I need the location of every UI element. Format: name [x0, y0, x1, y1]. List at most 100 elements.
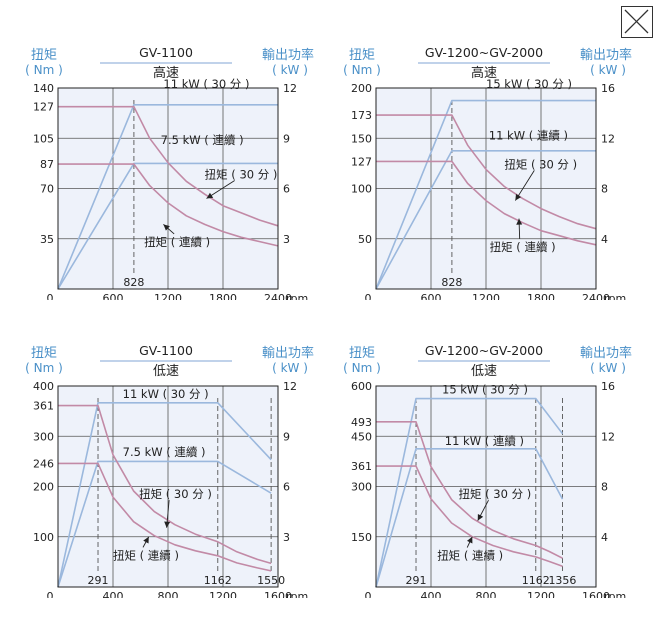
torque-axis-unit: ( Nm ) [25, 361, 63, 375]
y-tick-label: 300 [351, 481, 372, 494]
y-tick-label: 361 [33, 400, 54, 413]
torque-series-line [376, 465, 563, 567]
y2-tick-label: 8 [601, 481, 608, 494]
label-arrow-head [164, 521, 171, 528]
series-label: 7.5 kW ( 連續 ) [161, 133, 244, 147]
x-tick-label: 400 [421, 590, 442, 598]
torque-series-line [58, 404, 272, 565]
chart-model-title: GV-1100 [139, 45, 193, 60]
chart-panel-gv1100-low: 291 1162 1550 400 361 300 246 200 100 12 9 6 3 0 400 80… [0, 298, 330, 603]
plot-frame [375, 87, 597, 290]
y-tick-label: 105 [33, 132, 54, 145]
dashed-marker-label: 828 [123, 276, 144, 289]
chart-model-title: GV-1100 [139, 343, 193, 358]
series-label: 11 kW ( 30 分 ) [123, 387, 209, 401]
dashed-marker-label: 1162 [522, 574, 550, 587]
power-axis-title: 輸出功率 [580, 345, 632, 361]
series-label: 11 kW ( 連續 ) [489, 128, 568, 142]
y2-tick-label: 6 [283, 481, 290, 494]
torque-axis-title: 扭矩 [349, 346, 375, 361]
torque-series-line [376, 421, 563, 559]
close-button[interactable] [621, 6, 653, 38]
y-tick-label: 150 [351, 531, 372, 544]
power-axis-title: 輸出功率 [262, 345, 314, 361]
y2-tick-label: 16 [601, 380, 615, 393]
power-series-line [375, 150, 596, 290]
y-tick-label: 493 [351, 416, 372, 429]
y2-tick-label: 16 [601, 82, 615, 95]
y-tick-label: 173 [351, 109, 372, 122]
power-axis-unit: ( kW ) [590, 361, 626, 375]
chart-model-title: GV-1200~GV-2000 [425, 343, 543, 358]
series-label: 扭矩 ( 30 分 ) [504, 157, 577, 171]
series-label: 扭矩 ( 連續 ) [490, 240, 556, 254]
y-tick-label: 87 [40, 158, 54, 171]
y-tick-label: 361 [351, 460, 372, 473]
torque-axis-title: 扭矩 [349, 48, 375, 63]
series-label: 11 kW ( 連續 ) [445, 434, 524, 448]
series-label: 11 kW ( 30 分 ) [163, 77, 249, 91]
y2-tick-label: 3 [283, 233, 290, 246]
x-tick-label: 1200 [527, 590, 555, 598]
power-axis-title: 輸出功率 [580, 47, 632, 63]
chart-panel-gv1100-high: 828 140 127 105 87 70 35 12 9 6 3 0 600 1200 1800 2400 r… [0, 0, 330, 305]
label-arrow-head [516, 218, 523, 225]
power-axis-unit: ( kW ) [590, 63, 626, 77]
series-label: 扭矩 ( 30 分 ) [205, 167, 278, 181]
label-arrow-head [466, 536, 473, 544]
torque-series-line [58, 462, 272, 572]
chart-speed-range: 高速 [471, 65, 497, 81]
label-arrow-head [163, 224, 170, 231]
dashed-marker-label: 291 [406, 574, 427, 587]
power-series-line [57, 104, 278, 290]
y-tick-label: 200 [33, 481, 54, 494]
dashed-marker-label: 828 [441, 276, 462, 289]
series-label: 扭矩 ( 連續 ) [437, 549, 503, 563]
y2-tick-label: 9 [283, 132, 290, 145]
y2-tick-label: 12 [283, 380, 297, 393]
x-tick-label: 800 [476, 590, 497, 598]
chart-speed-range: 低速 [471, 364, 497, 379]
series-label: 15 kW ( 30 分 ) [442, 382, 528, 396]
x-tick-label: 0 [47, 292, 54, 300]
power-series-line [57, 402, 272, 588]
torque-axis-title: 扭矩 [31, 346, 57, 361]
series-label: 15 kW ( 30 分 ) [486, 77, 572, 91]
y2-tick-label: 12 [283, 82, 297, 95]
dashed-marker-label: 1356 [548, 574, 576, 587]
torque-axis-title: 扭矩 [31, 48, 57, 63]
label-arrow-head [515, 193, 522, 201]
y2-tick-label: 12 [601, 430, 615, 443]
y-tick-label: 246 [33, 457, 54, 470]
y-tick-label: 450 [351, 430, 372, 443]
chart-speed-range: 低速 [153, 364, 179, 379]
plot-frame [57, 87, 279, 290]
y-tick-label: 70 [40, 183, 54, 196]
x-tick-label: 0 [365, 590, 372, 598]
y-tick-label: 127 [33, 101, 54, 114]
series-label: 扭矩 ( 連續 ) [113, 548, 179, 562]
series-label: 扭矩 ( 連續 ) [144, 235, 210, 249]
torque-axis-unit: ( Nm ) [343, 63, 381, 77]
chart-model-title: GV-1200~GV-2000 [425, 45, 543, 60]
x-tick-label: 1200 [209, 590, 237, 598]
torque-series-line [376, 114, 597, 230]
y-tick-label: 100 [33, 531, 54, 544]
close-x-icon [624, 9, 649, 34]
power-series-line [375, 99, 596, 290]
dashed-marker-label: 291 [88, 574, 109, 587]
x-axis-unit: rpm [604, 590, 626, 598]
power-series-line [57, 460, 272, 588]
y-tick-label: 600 [351, 380, 372, 393]
torque-axis-unit: ( Nm ) [25, 63, 63, 77]
y-tick-label: 400 [33, 380, 54, 393]
y2-tick-label: 6 [283, 183, 290, 196]
series-label: 7.5 kW ( 連續 ) [123, 445, 206, 459]
y2-tick-label: 3 [283, 531, 290, 544]
series-label: 扭矩 ( 30 分 ) [459, 487, 532, 501]
x-tick-label: 0 [365, 292, 372, 300]
power-axis-unit: ( kW ) [272, 63, 308, 77]
y-tick-label: 300 [33, 430, 54, 443]
